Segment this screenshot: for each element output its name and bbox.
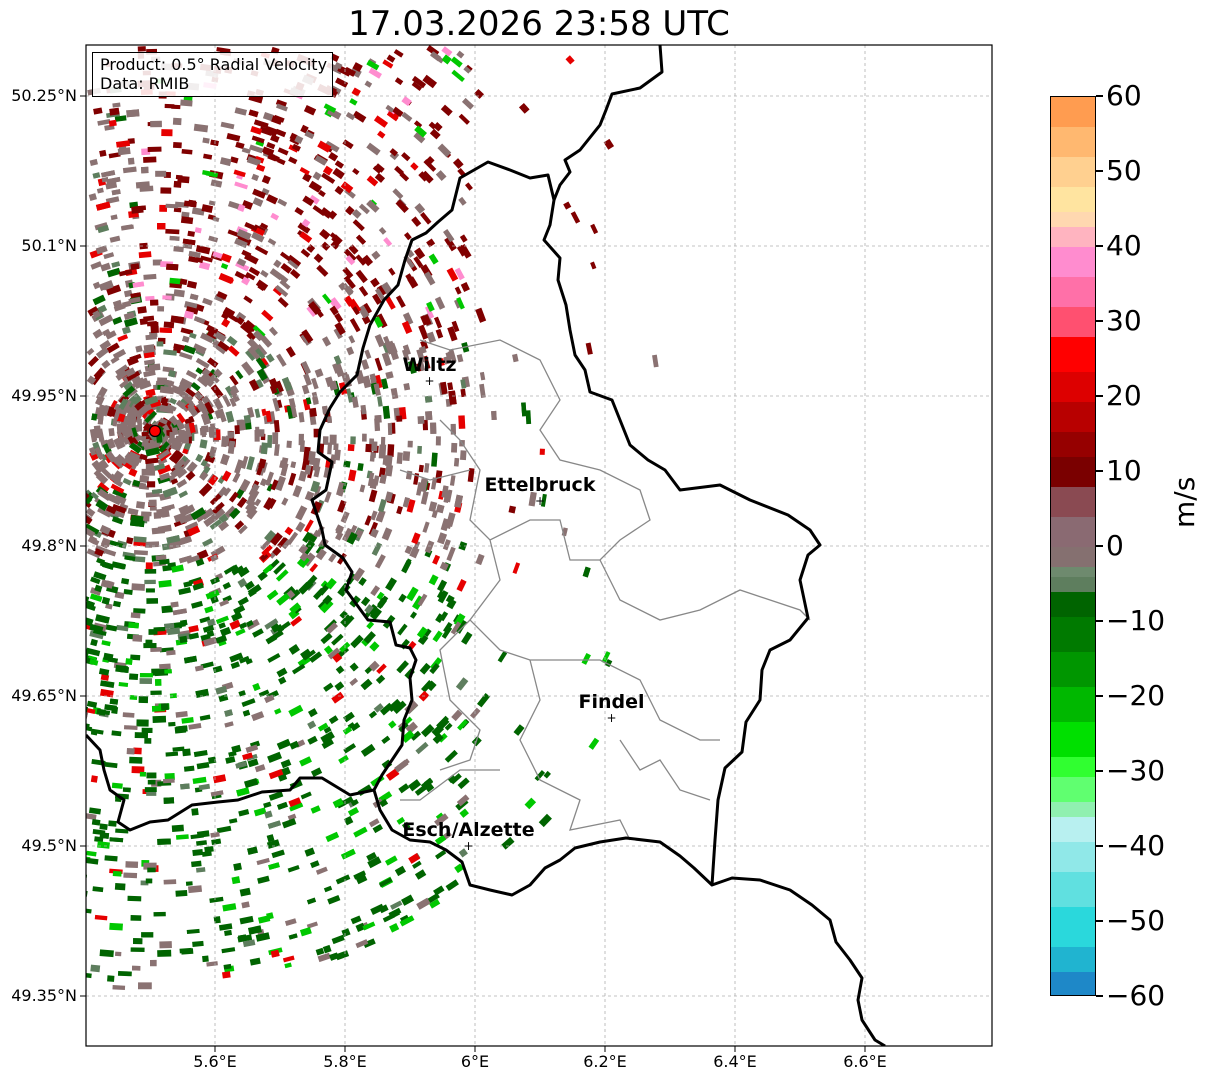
colorbar-tick-label: 40 bbox=[1106, 229, 1142, 262]
axis-ticks bbox=[80, 95, 866, 1052]
colorbar-tick-mark bbox=[1096, 395, 1103, 397]
colorbar-tick-mark bbox=[1096, 545, 1103, 547]
x-tick-label: 6.2°E bbox=[583, 1052, 627, 1071]
city-label: Findel bbox=[578, 691, 644, 713]
x-tick-label: 5.6°E bbox=[193, 1052, 237, 1071]
colorbar-tick-mark bbox=[1096, 245, 1103, 247]
colorbar-tick-label: 20 bbox=[1106, 379, 1142, 412]
y-tick-label: 49.65°N bbox=[11, 686, 77, 705]
colorbar-tick-label: −30 bbox=[1106, 754, 1166, 787]
city-marker: + bbox=[463, 839, 473, 853]
colorbar-tick-label: −20 bbox=[1106, 679, 1166, 712]
velocity-colorbar bbox=[1050, 96, 1096, 996]
city-label: Ettelbruck bbox=[485, 474, 596, 496]
national-border-east bbox=[542, 199, 822, 886]
y-tick-label: 49.5°N bbox=[21, 836, 77, 855]
colorbar-tick-mark bbox=[1096, 770, 1103, 772]
radar-site-marker bbox=[148, 424, 162, 438]
colorbar-unit: m/s bbox=[1168, 476, 1201, 528]
colorbar-tick-mark bbox=[1096, 170, 1103, 172]
colorbar-tick-label: 0 bbox=[1106, 529, 1124, 562]
city-label: Esch/Alzette bbox=[402, 819, 534, 841]
city-marker: + bbox=[606, 711, 616, 725]
national-border bbox=[86, 45, 664, 832]
colorbar-tick-label: 50 bbox=[1106, 154, 1142, 187]
radar-echoes bbox=[86, 45, 659, 991]
canton-boundaries bbox=[399, 339, 811, 841]
colorbar-tick-mark bbox=[1096, 920, 1103, 922]
city-label: Wiltz bbox=[402, 354, 456, 376]
city-marker: + bbox=[424, 374, 434, 388]
y-tick-label: 49.35°N bbox=[11, 986, 77, 1005]
colorbar-tick-mark bbox=[1096, 695, 1103, 697]
colorbar-tick-mark bbox=[1096, 995, 1103, 997]
product-info-box: Product: 0.5° Radial Velocity Data: RMIB bbox=[92, 52, 334, 97]
y-tick-label: 49.8°N bbox=[21, 536, 77, 555]
x-tick-label: 5.8°E bbox=[323, 1052, 367, 1071]
colorbar-tick-label: −50 bbox=[1106, 904, 1166, 937]
colorbar-tick-label: −10 bbox=[1106, 604, 1166, 637]
city-marker: + bbox=[535, 494, 545, 508]
colorbar-tick-mark bbox=[1096, 95, 1103, 97]
map-gridlines bbox=[86, 45, 992, 1046]
city-markers: +Wiltz+Ettelbruck+Findel+Esch/Alzette bbox=[402, 354, 644, 853]
colorbar-tick-mark bbox=[1096, 845, 1103, 847]
data-source-label: Data: RMIB bbox=[100, 74, 190, 93]
colorbar-tick-mark bbox=[1096, 620, 1103, 622]
x-tick-label: 6°E bbox=[460, 1052, 490, 1071]
colorbar-tick-label: −40 bbox=[1106, 829, 1166, 862]
colorbar-tick-label: 30 bbox=[1106, 304, 1142, 337]
y-tick-label: 50.25°N bbox=[11, 86, 77, 105]
x-tick-label: 6.4°E bbox=[713, 1052, 757, 1071]
colorbar-tick-label: 60 bbox=[1106, 79, 1142, 112]
product-label: Product: 0.5° Radial Velocity bbox=[100, 55, 328, 74]
colorbar-tick-mark bbox=[1096, 320, 1103, 322]
colorbar-tick-mark bbox=[1096, 470, 1103, 472]
national-border-south bbox=[372, 789, 886, 1046]
y-tick-label: 50.1°N bbox=[21, 236, 77, 255]
colorbar-tick-label: −60 bbox=[1106, 979, 1166, 1012]
map-title: 17.03.2026 23:58 UTC bbox=[348, 4, 730, 44]
y-tick-label: 49.95°N bbox=[11, 386, 77, 405]
x-tick-label: 6.6°E bbox=[843, 1052, 887, 1071]
colorbar-tick-label: 10 bbox=[1106, 454, 1142, 487]
